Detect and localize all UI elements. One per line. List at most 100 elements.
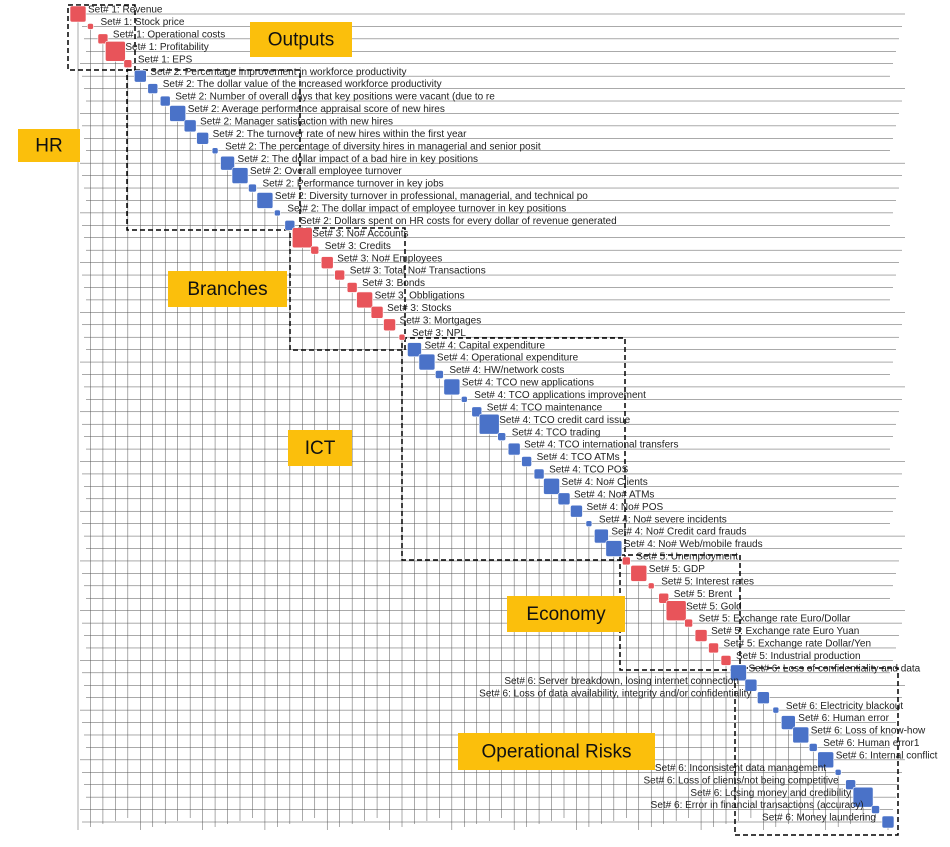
node-label: Set# 4: TCO credit card issue: [499, 415, 630, 426]
node: [570, 504, 583, 518]
node-label: Set# 3: Mortgages: [400, 315, 482, 326]
group-box: [126, 69, 301, 231]
node: [744, 678, 758, 692]
node-label: Set# 4: TCO applications improvement: [474, 390, 646, 401]
node-label: Set# 2: Overall employee turnover: [250, 166, 402, 177]
group-label: HR: [35, 136, 62, 157]
node: [658, 592, 669, 604]
node: [383, 318, 396, 332]
node-label: Set# 6: Inconsistent data management: [655, 763, 826, 774]
node-label: Set# 6: Human error: [798, 713, 889, 724]
node-label: Set# 5: GDP: [649, 564, 705, 575]
node-label: Set# 3: NPL: [412, 328, 466, 339]
node: [852, 786, 874, 808]
node: [730, 664, 747, 682]
node: [792, 726, 810, 744]
node-label: Set# 5: Interest rates: [661, 576, 754, 587]
node-label: Set# 1: EPS: [138, 54, 193, 65]
node: [594, 528, 609, 544]
node: [684, 618, 693, 628]
node: [435, 370, 444, 379]
node-label: Set# 5: Industrial production: [736, 651, 861, 662]
node: [346, 282, 358, 293]
group-box: [401, 337, 626, 561]
node: [521, 456, 532, 467]
node: [443, 378, 461, 396]
node: [543, 478, 560, 495]
node-label: Set# 5: Exchange rate Euro Yuan: [711, 626, 859, 637]
node-label: Set# 4: No# severe incidents: [599, 514, 727, 525]
node-label: Set# 3: Stocks: [387, 303, 451, 314]
node: [196, 132, 209, 145]
node-label: Set# 6: Money laundering: [762, 813, 876, 824]
node-label: Set# 4: TCO ATMs: [537, 452, 620, 463]
node: [772, 706, 780, 714]
node: [284, 220, 296, 231]
node-label: Set# 2: The dollar impact of a bad hire …: [238, 154, 479, 165]
node: [708, 642, 719, 654]
node-label: Set# 2: The percentage of diversity hire…: [225, 141, 541, 152]
node: [845, 779, 856, 791]
node-label: Set# 2: Performance turnover in key jobs: [262, 179, 443, 190]
group-tag: [250, 22, 352, 57]
node-label: Set# 3: Credits: [325, 241, 391, 252]
node: [533, 468, 545, 480]
node: [159, 95, 171, 107]
node: [407, 342, 422, 357]
node: [834, 768, 842, 776]
node-label: Set# 4: No# Web/mobile frauds: [624, 539, 763, 550]
node-label: Set# 4: TCO maintenance: [487, 402, 603, 413]
node-label: Set# 2: The dollar impact of employee tu…: [287, 204, 566, 215]
node-label: Set# 4: TCO trading: [512, 427, 601, 438]
node-label: Set# 6: Loss of clients/not being compet…: [643, 775, 839, 786]
node: [630, 565, 648, 582]
node-label: Set# 4: Capital expenditure: [424, 340, 545, 351]
node: [248, 183, 257, 193]
group-box: [289, 227, 406, 351]
node: [211, 147, 219, 155]
node: [123, 59, 133, 69]
node-label: Set# 3: No# Employees: [337, 253, 442, 264]
node: [557, 492, 571, 506]
node: [781, 715, 796, 730]
group-tag: [168, 271, 287, 307]
node-label: Set# 2: The dollar value of the increase…: [163, 79, 442, 90]
node: [169, 105, 186, 122]
node: [881, 815, 895, 829]
node: [105, 40, 126, 62]
group-box: [67, 4, 136, 71]
node-label: Set# 6: Server breakdown, losing interne…: [504, 676, 739, 687]
node-label: Set# 4: No# Clients: [562, 477, 648, 488]
node-label: Set# 2: Dollars spent on HR costs for ev…: [300, 216, 617, 227]
node: [147, 83, 159, 94]
node-label: Set# 4: No# Credit card frauds: [611, 527, 746, 538]
node-label: Set# 2: Percentage improvement in workfo…: [150, 67, 406, 78]
node-label: Set# 2: The turnover rate of new hires w…: [213, 129, 467, 140]
node: [256, 192, 274, 209]
node-label: Set# 6: Loss of confidentiality and data: [748, 663, 920, 674]
node: [220, 155, 235, 171]
group-label: Outputs: [268, 30, 335, 51]
node: [871, 805, 880, 814]
node-label: Set# 3: No# Accounts: [312, 228, 408, 239]
node: [817, 751, 834, 769]
node: [183, 119, 197, 133]
node-label: Set# 4: Operational expenditure: [437, 353, 579, 364]
node: [665, 600, 687, 621]
node: [69, 5, 87, 23]
node-label: Set# 4: HW/network costs: [449, 365, 564, 376]
node-label: Set# 4: No# ATMs: [574, 489, 654, 500]
group-label: Branches: [187, 279, 267, 300]
group-label: ICT: [305, 438, 336, 459]
node: [720, 655, 732, 666]
group-tag: [18, 129, 80, 162]
node: [757, 691, 770, 704]
node-label: Set# 3: Bonds: [362, 278, 425, 289]
node: [310, 245, 320, 255]
node-label: Set# 1: Stock price: [100, 17, 184, 28]
group-tag: [507, 596, 625, 632]
node-label: Set# 2: Manager satisfaction with new hi…: [200, 117, 393, 128]
node-label: Set# 5: Unemployment: [636, 552, 738, 563]
